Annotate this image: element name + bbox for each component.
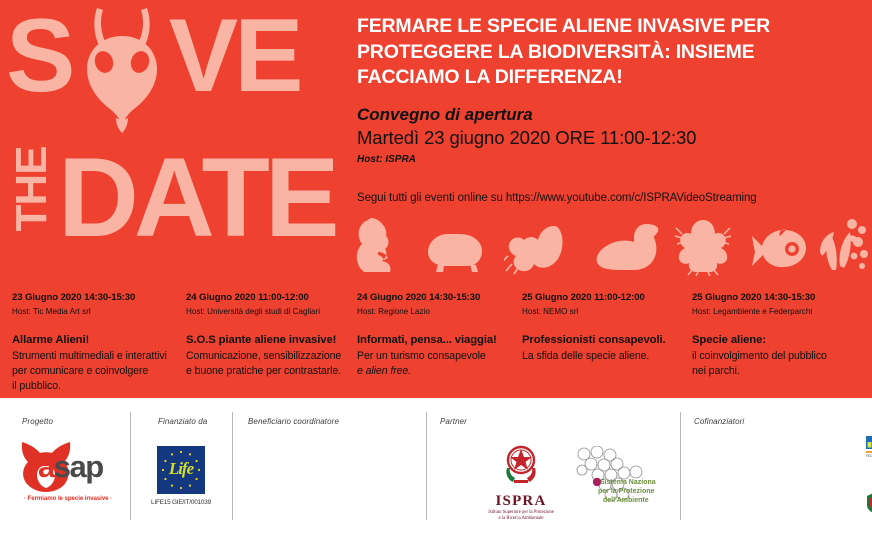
event-host: Host: Tic Media Art srl [12,306,91,316]
snpa-network-icon: Sistema Nazionale per la Protezione dell… [576,445,662,504]
events-row: 23 Giugno 2020 14:30-15:30 Host: Tic Med… [0,292,872,392]
event-datetime: 24 Giugno 2020 11:00-12:00 [186,292,309,303]
event-desc-line: per comunicare e coinvolgere [12,364,149,377]
fish-icon [752,229,806,268]
life-programme-logo[interactable]: Life LIFE15 GIE/IT/001039 [148,446,214,506]
federparchi-mark-icon [866,435,872,449]
event-title: Allarme Alieni! [12,334,90,347]
italian-republic-emblem-icon [506,445,536,483]
event-desc-line: e alien free. [357,364,412,377]
event-desc-line: il coinvolgimento del pubblico [692,349,827,362]
section-label: Partner [440,417,467,426]
event-column: 24 Giugno 2020 14:30-15:30 Host: Regione… [357,292,517,379]
event-desc-line: nei parchi. [692,364,740,377]
footer-section-finanziato: Finanziato da Life [130,398,232,535]
opening-datetime: Martedì 23 giugno 2020 ORE 11:00-12:30 [357,127,697,149]
eu-stars-icon [161,450,201,490]
event-column: 23 Giugno 2020 14:30-15:30 Host: Tic Med… [12,292,172,394]
footer-divider [680,412,681,520]
event-host: Host: Regione Lazio [357,306,430,316]
event-host: Host: NEMO srl [522,306,579,316]
fox-head-icon [21,442,71,492]
turtle-icon [428,234,482,272]
event-title: S.O.S piante aliene invasive! [186,334,337,347]
opening-event-block: Convegno di apertura Martedì 23 giugno 2… [357,104,696,165]
frog-icon [674,220,732,276]
footer-section-cofinanziatori: Cofinanziatori MINISTERO DELL'AMBIENTE [680,398,872,535]
section-label: Progetto [22,417,54,426]
section-label: Beneficiario coordinatore [248,417,339,426]
event-title: Professionisti consapevoli. [522,334,666,347]
footer: Progetto asap · Fermiamo le specie invas… [0,398,872,535]
svg-text:dell'Ambiente: dell'Ambiente [603,497,649,504]
page-title: FERMARE LE SPECIE ALIENE INVASIVE PER PR… [357,15,771,89]
footer-divider [426,412,427,520]
federparchi-rule [866,451,872,453]
event-host: Host: Università degli studi di Cagliari [186,306,321,316]
duck-icon [596,224,659,270]
federparchi-logo[interactable]: Federparchi FEDERAZIONE ITALIANA PARCHI … [866,434,872,470]
ispra-subtitle-line: Istituto Superiore per la Protezione [488,510,554,515]
federparchi-subtitle: FEDERAZIONE ITALIANA PARCHI E RISERVE NA… [866,454,872,458]
squirrel-icon [356,218,391,272]
event-desc-line: Per un turismo consapevole [357,349,486,362]
event-column: 24 Giugno 2020 11:00-12:00 Host: Univers… [186,292,354,379]
footer-section-progetto: Progetto asap · Fermiamo le specie invas… [0,398,130,535]
asap-logo[interactable]: asap · Fermiamo le specie invasive · [16,440,120,502]
snpa-logo[interactable]: Sistema Nazionale per la Protezione dell… [564,445,662,513]
event-column: 25 Giugno 2020 14:30-15:30 Host: Legambi… [692,292,864,379]
asap-tagline: · Fermiamo le specie invasive · [23,495,113,502]
footer-divider [130,412,131,520]
the-word: THE [7,146,56,232]
event-datetime: 25 Giugno 2020 11:00-12:00 [522,292,645,303]
animal-icon-row [352,216,868,278]
section-label: Finanziato da [158,417,208,426]
opening-kicker: Convegno di apertura [357,105,533,124]
event-desc-line: La sfida delle specie aliene. [522,349,650,362]
event-datetime: 25 Giugno 2020 14:30-15:30 [692,292,816,303]
svg-text:per la Protezione: per la Protezione [598,488,655,495]
event-datetime: 24 Giugno 2020 14:30-15:30 [357,292,481,303]
event-title: Informati, pensa... viaggia! [357,334,497,347]
asap-wordmark: asap [38,449,104,484]
event-column: 25 Giugno 2020 11:00-12:00 Host: NEMO sr… [522,292,682,364]
event-desc-line: e buone pratiche per contrastarle. [186,364,342,377]
footer-section-beneficiario: Beneficiario coordinatore ISPRA Istituto… [232,398,662,535]
asap-letter-a: a [38,449,55,484]
event-desc-line: Comunicazione, sensibilizzazione [186,349,342,362]
asap-letters-sap: sap [53,449,104,484]
footer-divider [232,412,233,520]
date-word: DATE [58,135,340,260]
event-datetime: 23 Giugno 2020 14:30-15:30 [12,292,136,303]
footer-section-partner: Partner Federparchi FEDERAZIONE ITALIANA… [426,398,872,535]
life-wordmark: Life [168,459,194,478]
ispra-logo[interactable]: ISPRA Istituto Superiore per la Protezio… [480,442,562,523]
event-host: Host: Legambiente e Federparchi [692,306,813,316]
event-desc-line: il pubblico. [12,379,61,392]
event-desc-line: Strumenti multimediali e interattivi [12,349,167,362]
eu-flag-box: Life [157,446,205,494]
opening-host: Host: ISPRA [357,154,416,166]
plant-icon [820,219,868,270]
ispra-subtitle-line: e la Ricerca Ambientale [498,516,544,522]
svg-text:Sistema Nazionale: Sistema Nazionale [600,479,656,486]
crayfish-icon [504,226,563,275]
ispra-wordmark: ISPRA [495,493,547,509]
save-the-date-block: S@VE THE DATE [0,0,340,290]
save-word: S@VE [6,0,304,114]
streaming-link[interactable]: Segui tutti gli eventi online su https:/… [357,192,757,204]
event-title: Specie aliene: [692,334,766,347]
ant-head-icon [87,8,157,133]
life-project-code: LIFE15 GIE/IT/001039 [151,499,211,506]
section-label: Cofinanziatori [694,417,745,426]
